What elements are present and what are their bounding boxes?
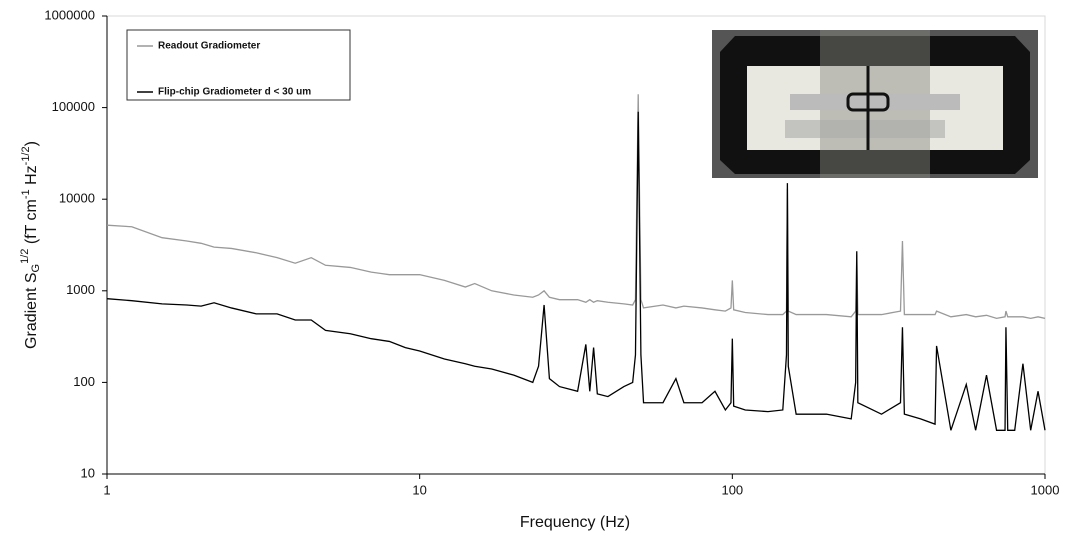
pad — [785, 120, 945, 138]
y-tick-label: 10 — [81, 465, 95, 480]
x-tick-label: 1 — [103, 482, 110, 497]
inset-photo — [712, 30, 1038, 178]
y-title-part: Hz — [23, 165, 40, 189]
legend-box — [126, 29, 351, 101]
y-title-part: G — [30, 264, 42, 273]
y-tick-label: 1000 — [66, 282, 95, 297]
x-tick-label: 100 — [721, 482, 743, 497]
y-axis-title: Gradient SG1/2 (fT cm-1 Hz-1/2) — [19, 141, 42, 349]
y-title-part: -1 — [20, 189, 32, 199]
x-tick-label: 1000 — [1031, 482, 1060, 497]
x-tick-label: 10 — [412, 482, 426, 497]
x-axis-title: Frequency (Hz) — [520, 514, 630, 531]
y-tick-label: 10000 — [59, 191, 95, 206]
y-title-part: 1/2 — [19, 249, 31, 264]
y-tick-label: 100 — [73, 374, 95, 389]
coil — [790, 94, 960, 110]
series-line — [106, 111, 1046, 431]
legend-label: Flip-chip Gradiometer d < 30 um — [158, 87, 311, 98]
series-line — [106, 94, 1046, 320]
y-title-part: (fT cm — [23, 199, 40, 248]
y-title-part: ) — [23, 141, 40, 146]
marks — [106, 94, 1046, 431]
y-tick-label: 1000000 — [44, 7, 95, 22]
y-tick-label: 100000 — [52, 99, 95, 114]
y-title-part: -1/2 — [20, 146, 32, 165]
legend-label: Readout Gradiometer — [158, 41, 260, 52]
y-title-part: Gradient S — [23, 272, 40, 348]
